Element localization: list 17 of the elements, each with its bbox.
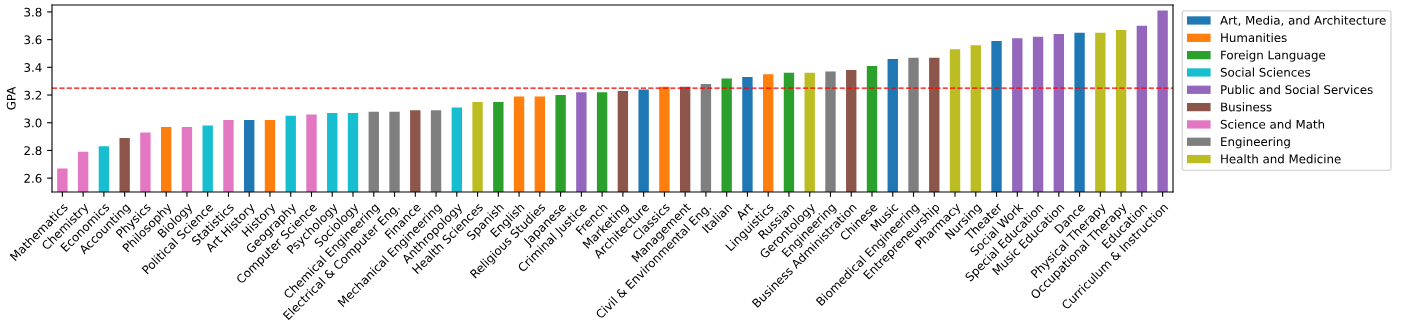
legend-label: Business <box>1221 102 1272 112</box>
legend-label: Science and Math <box>1220 119 1325 129</box>
y-tick-label: 3.8 <box>24 7 42 17</box>
legend-label: Social Sciences <box>1220 67 1311 77</box>
legend-label: Humanities <box>1221 32 1287 43</box>
y-tick-label: 3.6 <box>24 35 42 45</box>
legend-label: Foreign Language <box>1221 50 1326 62</box>
y-tick-label: 3.0 <box>24 118 42 128</box>
legend-label: Health and Medicine <box>1221 154 1341 164</box>
legend-label: Art, Media, and Architecture <box>1220 15 1386 26</box>
y-axis-title: GPA <box>6 86 16 110</box>
y-tick-label: 3.4 <box>24 63 42 72</box>
y-tick-label: 2.6 <box>24 173 42 183</box>
y-tick-label: 2.8 <box>24 146 42 156</box>
legend-label: Public and Social Services <box>1221 84 1373 95</box>
y-tick-label: 3.2 <box>24 90 42 100</box>
legend-label: Engineering <box>1221 136 1290 149</box>
